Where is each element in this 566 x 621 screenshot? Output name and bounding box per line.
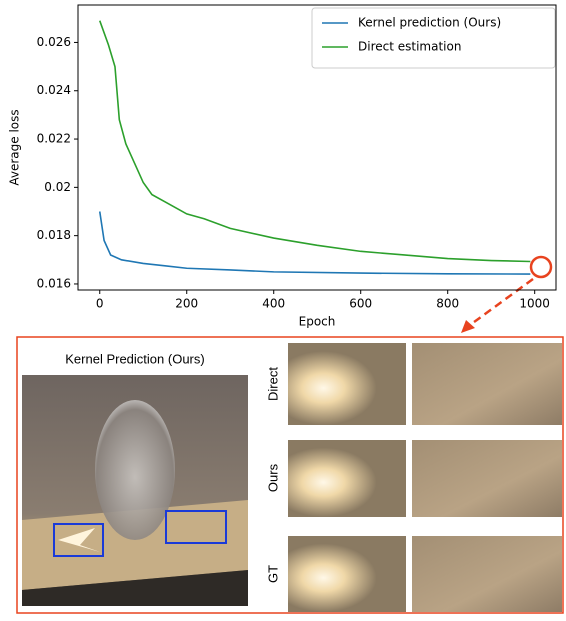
- y-tick-label: 0.018: [37, 228, 71, 242]
- line: [98, 211, 531, 275]
- y-tick-label: 0.02: [44, 180, 71, 194]
- y-tick-label: 0.024: [37, 83, 71, 97]
- x-tick-label: 400: [262, 297, 285, 311]
- crops: [288, 343, 562, 612]
- line: [98, 20, 531, 263]
- y-tick-label: 0.022: [37, 132, 71, 146]
- arrow: [469, 277, 534, 327]
- highlight-circle: [529, 255, 553, 279]
- row-label: Ours: [265, 463, 280, 492]
- row-label: Direct: [265, 367, 280, 401]
- y-tick-label: 0.016: [37, 276, 71, 290]
- x-tick-label: 0: [96, 297, 104, 311]
- y-tick-label: 0.026: [37, 35, 71, 49]
- x-tick-label: 200: [175, 297, 198, 311]
- plot-frame: [77, 4, 557, 291]
- panel-title: Kernel Prediction (Ours): [65, 351, 204, 366]
- x-axis-label: Epoch: [299, 315, 336, 329]
- y-axis-label: Average loss: [8, 109, 22, 185]
- row-label: GT: [265, 565, 280, 583]
- legend-label: Direct estimation: [358, 40, 461, 54]
- legend-box: [311, 7, 556, 69]
- x-tick-label: 800: [436, 297, 459, 311]
- legend-label: Kernel prediction (Ours): [358, 16, 501, 30]
- arrow-head: [461, 320, 475, 333]
- scene-image: [22, 375, 248, 606]
- x-tick-label: 600: [349, 297, 372, 311]
- x-tick-label: 1000: [519, 297, 550, 311]
- panel-frame: [16, 336, 564, 614]
